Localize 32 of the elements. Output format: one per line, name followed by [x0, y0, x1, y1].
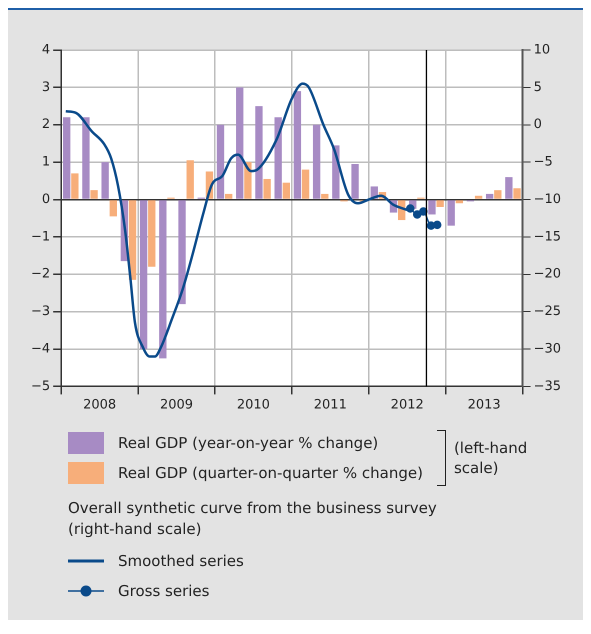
y-tick-label: −5 [30, 378, 50, 394]
legend-label: Gross series [118, 582, 210, 600]
y2-tick-label: −25 [534, 304, 562, 320]
y-tick-label: 3 [42, 80, 50, 95]
x-tick-label: 2013 [468, 398, 501, 413]
legend-label: Real GDP (quarter-on-quarter % change) [118, 464, 423, 482]
y2-tick-label: −5 [534, 154, 553, 170]
y-tick-label: 4 [42, 42, 50, 58]
y-tick-label: −2 [30, 266, 50, 282]
y2-tick-label: −35 [534, 378, 562, 394]
text: Overall synthetic curve from the business survey (right-hand scale) [68, 498, 438, 540]
x-tick-label: 2009 [160, 398, 194, 413]
y-tick-label: 1 [42, 154, 50, 170]
y2-tick-label: −15 [534, 229, 562, 244]
y-tick-label: 2 [42, 117, 50, 132]
text: (left-hand scale) [454, 438, 528, 478]
y2-tick-label: 10 [534, 42, 550, 58]
y2-tick-label: 5 [534, 80, 542, 95]
x-tick-label: 2012 [390, 398, 424, 413]
x-tick-label: 2010 [236, 398, 270, 413]
legend-label: Smoothed series [118, 552, 244, 570]
y-tick-label: −3 [30, 304, 50, 320]
y2-tick-label: −20 [534, 266, 562, 282]
x-tick-label: 2011 [314, 398, 347, 413]
y-tick-label: −1 [30, 229, 50, 244]
y-tick-label: −4 [30, 341, 50, 356]
legend-label: Real GDP (year-on-year % change) [118, 434, 378, 452]
y2-tick-label: 0 [534, 117, 542, 132]
x-tick-label: 2008 [83, 398, 116, 413]
y2-tick-label: −30 [534, 341, 562, 356]
y-tick-label: 0 [42, 192, 50, 207]
y2-tick-label: −10 [534, 192, 562, 207]
